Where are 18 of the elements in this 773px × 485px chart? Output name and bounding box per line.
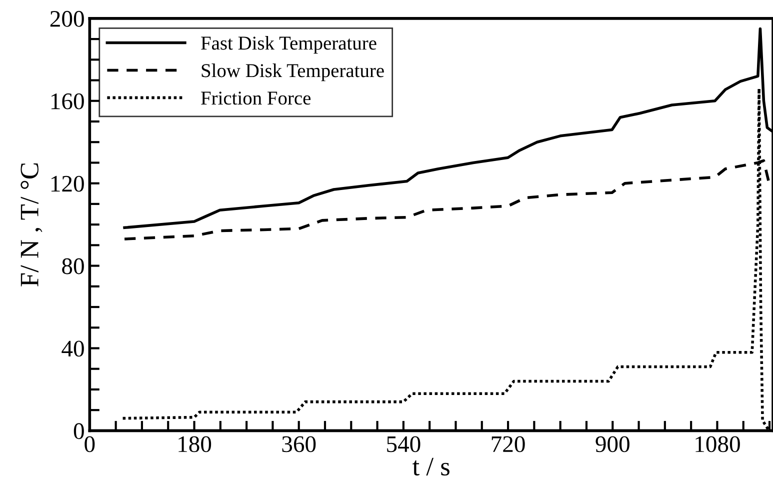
y-tick-label: 200 [50, 10, 84, 27]
x-tick-label: 1080 [696, 436, 740, 452]
x-tick-label: 360 [282, 436, 316, 452]
y-tick-label: 80 [62, 258, 84, 274]
y-axis-title: F/ N , T/ °C [20, 163, 42, 286]
x-tick-label: 0 [84, 436, 95, 452]
x-tick-label: 540 [387, 436, 420, 452]
legend-label: Fast Disk Temperature [201, 36, 376, 54]
x-tick-label: 720 [492, 436, 525, 452]
y-tick-label: 120 [51, 176, 84, 192]
y-tick-label: 0 [74, 423, 84, 440]
y-tick-label: 160 [51, 93, 84, 110]
legend-label: Slow Disk Temperature [202, 64, 384, 82]
y-tick-label: 40 [62, 340, 84, 357]
x-tick-label: 900 [596, 436, 630, 452]
legend-label: Friction Force [201, 92, 311, 105]
x-axis-title: t / s [412, 458, 450, 476]
x-tick-label: 180 [178, 436, 212, 452]
